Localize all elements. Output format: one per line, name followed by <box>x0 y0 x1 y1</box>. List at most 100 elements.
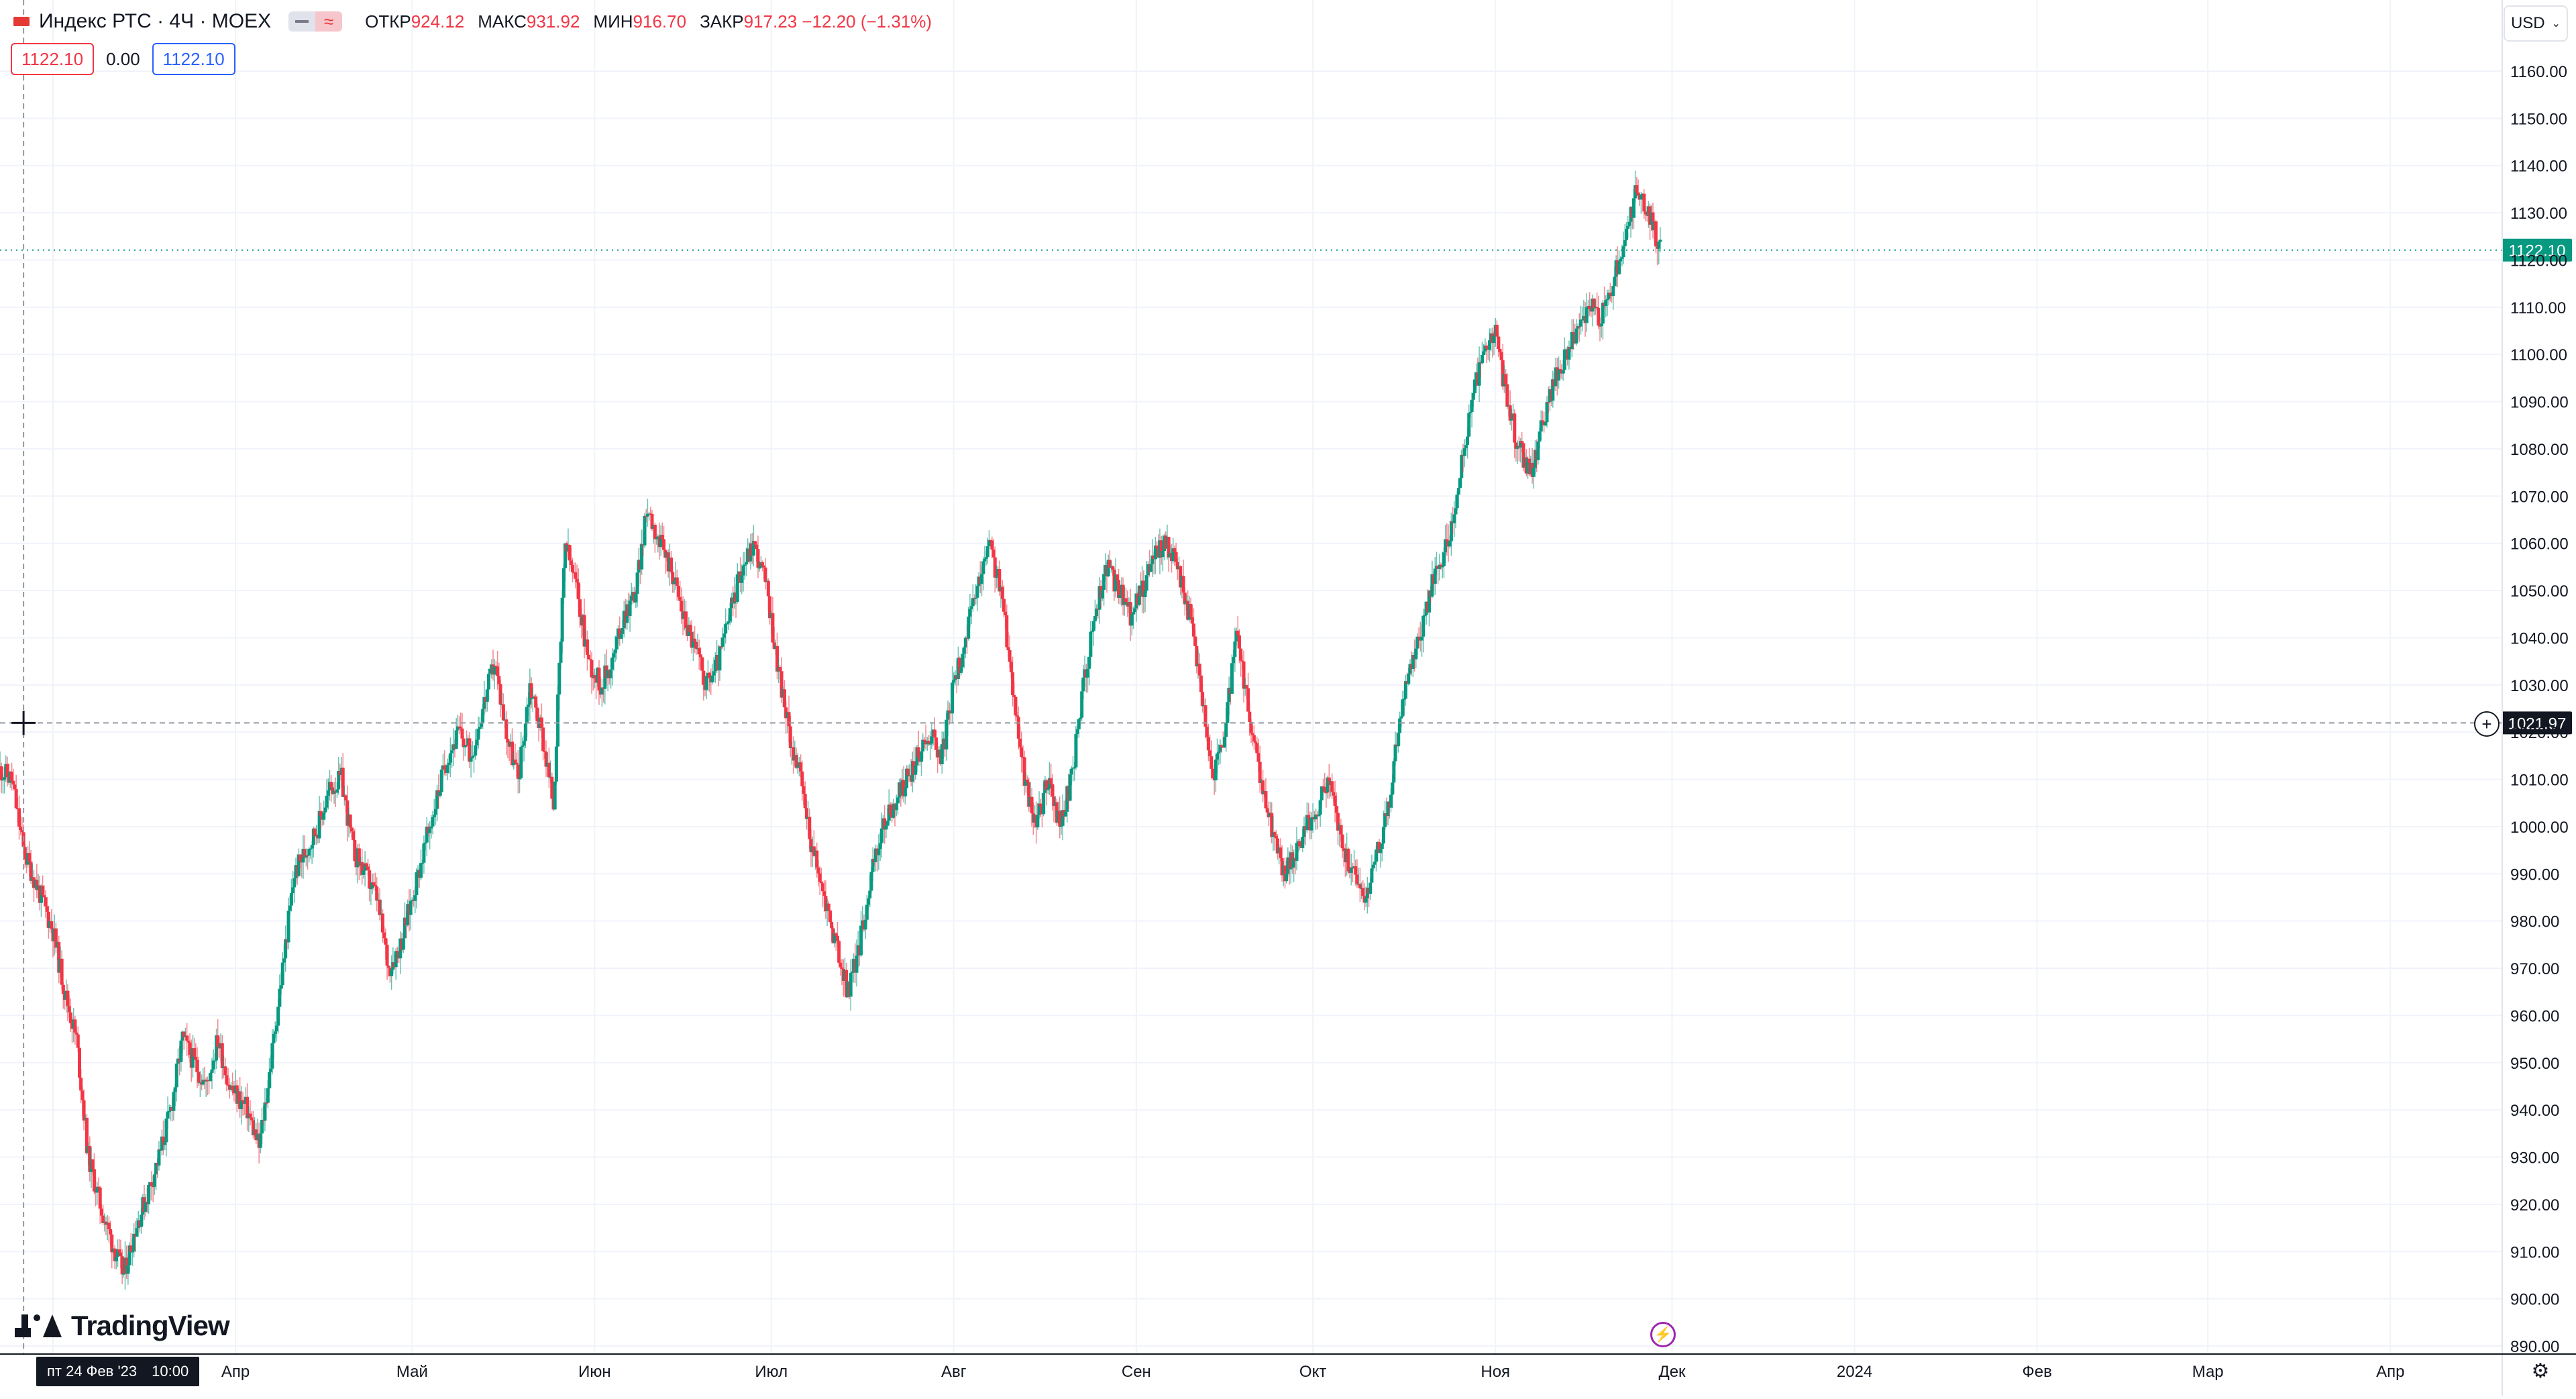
candle-body <box>712 671 716 676</box>
minus-icon <box>295 20 309 23</box>
candle-body <box>830 922 834 929</box>
candle-body <box>1477 362 1481 386</box>
candle-body <box>402 917 407 939</box>
candle-body <box>1012 694 1016 697</box>
candle-body <box>961 654 965 668</box>
candle-body <box>1009 662 1013 672</box>
candle-body <box>1285 874 1289 882</box>
x-tick-label: Сен <box>1122 1363 1151 1381</box>
candle-body <box>319 811 323 817</box>
candle-body <box>114 1257 118 1261</box>
candle-body <box>1059 825 1063 827</box>
candle-body <box>645 513 649 517</box>
currency-select[interactable]: USD ⌄ <box>2504 5 2568 42</box>
candle-body <box>1121 584 1125 605</box>
candle-body <box>11 780 15 785</box>
candle-body <box>77 1047 81 1078</box>
candle-body <box>193 1048 197 1057</box>
compare-button[interactable]: ≈ <box>315 11 343 32</box>
candle-body <box>735 574 739 602</box>
candle-body <box>672 581 676 584</box>
tradingview-logo[interactable]: TradingView <box>15 1310 230 1342</box>
candle-body <box>1636 193 1640 196</box>
candle-body <box>1270 813 1274 837</box>
candle-body <box>834 933 838 936</box>
y-tick-label: 940.00 <box>2510 1102 2559 1120</box>
candle-body <box>800 771 804 786</box>
candle-body <box>10 771 14 781</box>
candle-body <box>482 697 486 709</box>
candle-body <box>1155 546 1159 549</box>
symbol-title[interactable]: Индекс РТС · 4Ч · MOEX <box>39 10 272 32</box>
candle-body <box>710 675 714 682</box>
candle-body <box>1599 323 1603 327</box>
candle-body <box>409 900 413 915</box>
candle-body <box>1030 796 1034 814</box>
y-tick-label: 960.00 <box>2510 1007 2559 1025</box>
candle-body <box>756 549 760 568</box>
candle-body <box>1233 641 1237 657</box>
y-tick-label: 1070.00 <box>2510 488 2569 506</box>
candle-body <box>1462 448 1466 456</box>
candle-body <box>951 682 955 714</box>
candle-body <box>1042 792 1046 815</box>
sell-price-box[interactable]: 1122.10 <box>11 43 95 75</box>
candle-body <box>1536 442 1540 460</box>
candle-body <box>885 821 890 826</box>
candle-body <box>928 743 932 745</box>
candle-body <box>352 831 356 840</box>
candle-body <box>896 797 900 804</box>
candle-body <box>496 666 500 676</box>
candle-body <box>1460 454 1464 478</box>
candle-body <box>1210 756 1214 769</box>
candle-body <box>231 1086 235 1090</box>
candle-body <box>132 1233 136 1252</box>
candle-body <box>971 598 975 607</box>
candle-body <box>926 740 930 744</box>
candle-body <box>1626 225 1630 229</box>
candle-body <box>1558 368 1562 370</box>
candle-body <box>1248 711 1252 723</box>
candle-body <box>1018 738 1022 747</box>
candle-body <box>1411 655 1415 669</box>
candle-body <box>353 839 357 862</box>
candle-body <box>1540 420 1544 422</box>
gear-icon[interactable]: ⚙ <box>2531 1359 2550 1382</box>
candle-body <box>1274 835 1278 839</box>
candle-body <box>45 906 49 912</box>
collapse-button[interactable] <box>288 11 316 32</box>
candle-body <box>1642 193 1646 212</box>
candle-body <box>643 515 647 546</box>
buy-price-box[interactable]: 1122.10 <box>152 43 235 75</box>
candle-body <box>268 1072 272 1088</box>
candle-body <box>68 1012 72 1023</box>
candle-body <box>1051 784 1055 797</box>
y-tick-label: 980.00 <box>2510 913 2559 931</box>
candle-body <box>450 750 454 754</box>
candle-body <box>74 1032 78 1035</box>
candle-body <box>688 625 692 632</box>
candle-body <box>129 1245 133 1252</box>
candle-body <box>1657 242 1661 249</box>
candle-body <box>994 576 998 578</box>
candle-body <box>1386 801 1390 817</box>
candle-body <box>531 698 535 699</box>
candle-body <box>344 795 348 800</box>
candle-body <box>671 572 675 584</box>
candle-body <box>492 666 496 675</box>
candle-body <box>1216 753 1220 760</box>
candle-body <box>871 858 875 872</box>
candle-body <box>54 928 58 948</box>
candle-body <box>511 741 515 766</box>
candle-body <box>1322 786 1326 788</box>
candle-body <box>513 760 517 763</box>
candle-body <box>1334 806 1338 813</box>
candle-body <box>1149 564 1153 572</box>
candle-body <box>884 825 888 830</box>
plus-circle-icon[interactable]: + <box>2474 711 2500 737</box>
candle-body <box>684 611 688 629</box>
lightning-icon[interactable]: ⚡ <box>1650 1322 1676 1347</box>
ohlc-close-label: ЗАКР <box>700 11 744 32</box>
